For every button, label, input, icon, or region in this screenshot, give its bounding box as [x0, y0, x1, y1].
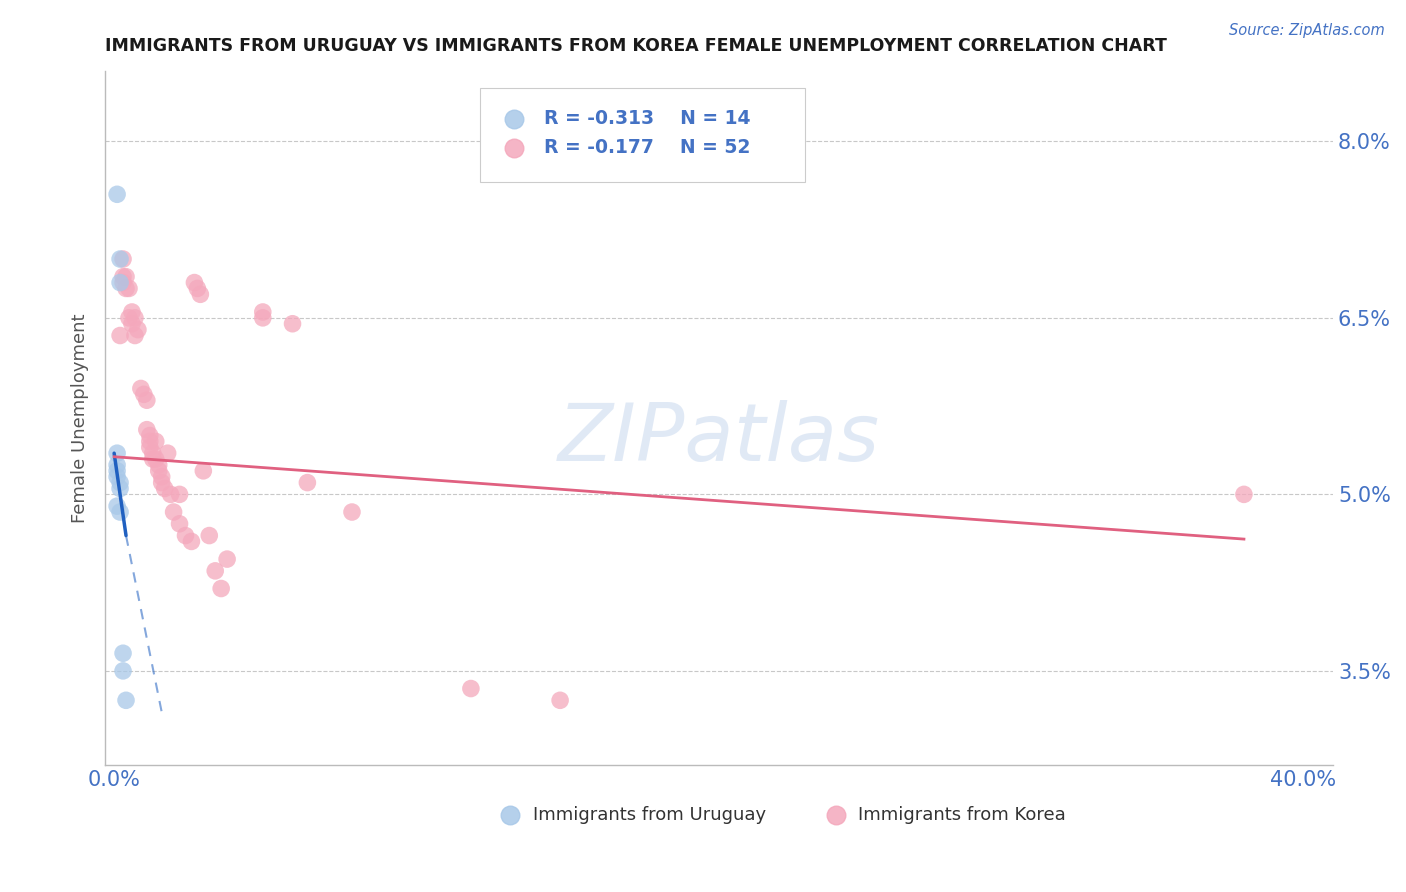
Point	[156, 446, 179, 460]
Point	[139, 434, 162, 449]
Text: Immigrants from Uruguay: Immigrants from Uruguay	[533, 806, 766, 824]
Point	[105, 469, 128, 483]
Point	[115, 693, 138, 707]
Point	[105, 187, 128, 202]
Point	[108, 475, 131, 490]
Point	[174, 528, 197, 542]
Text: Source: ZipAtlas.com: Source: ZipAtlas.com	[1229, 23, 1385, 38]
Point	[142, 446, 165, 460]
Point	[115, 281, 138, 295]
Point	[281, 317, 304, 331]
Point	[150, 469, 173, 483]
Point	[127, 323, 149, 337]
Point	[108, 482, 131, 496]
Point	[252, 305, 274, 319]
Point	[198, 528, 221, 542]
Point	[142, 452, 165, 467]
Point	[209, 582, 232, 596]
Point	[145, 434, 167, 449]
Point	[108, 276, 131, 290]
Point	[217, 552, 239, 566]
Point	[1233, 487, 1256, 501]
Point	[150, 475, 173, 490]
Point	[112, 646, 135, 660]
Point	[135, 423, 157, 437]
Text: R = -0.177    N = 52: R = -0.177 N = 52	[544, 138, 749, 157]
Point	[105, 464, 128, 478]
Point	[180, 534, 202, 549]
Point	[169, 487, 191, 501]
Point	[204, 564, 226, 578]
Point	[297, 475, 319, 490]
Point	[112, 269, 135, 284]
Point	[183, 276, 205, 290]
Point	[105, 446, 128, 460]
Point	[112, 664, 135, 678]
Text: Immigrants from Korea: Immigrants from Korea	[858, 806, 1066, 824]
Point	[118, 310, 141, 325]
Point	[124, 310, 146, 325]
Point	[105, 499, 128, 513]
Point	[162, 505, 184, 519]
Point	[145, 452, 167, 467]
Point	[169, 516, 191, 531]
Point	[139, 440, 162, 454]
Point	[193, 464, 215, 478]
Point	[159, 487, 181, 501]
Point	[108, 252, 131, 266]
Point	[112, 276, 135, 290]
Text: IMMIGRANTS FROM URUGUAY VS IMMIGRANTS FROM KOREA FEMALE UNEMPLOYMENT CORRELATION: IMMIGRANTS FROM URUGUAY VS IMMIGRANTS FR…	[105, 37, 1167, 55]
Text: R = -0.313    N = 14: R = -0.313 N = 14	[544, 109, 749, 128]
FancyBboxPatch shape	[479, 88, 806, 182]
Point	[460, 681, 482, 696]
Point	[153, 482, 176, 496]
Point	[188, 287, 211, 301]
Point	[108, 328, 131, 343]
Point	[121, 305, 143, 319]
Point	[148, 464, 170, 478]
Point	[252, 310, 274, 325]
Point	[108, 505, 131, 519]
Point	[135, 393, 157, 408]
Point	[129, 382, 152, 396]
Y-axis label: Female Unemployment: Female Unemployment	[72, 313, 89, 523]
Point	[118, 281, 141, 295]
Point	[124, 328, 146, 343]
Point	[548, 693, 571, 707]
Point	[105, 458, 128, 472]
Point	[186, 281, 208, 295]
Point	[112, 252, 135, 266]
Point	[139, 428, 162, 442]
Text: ZIPatlas: ZIPatlas	[558, 400, 880, 478]
Point	[132, 387, 155, 401]
Point	[121, 317, 143, 331]
Point	[340, 505, 363, 519]
Point	[148, 458, 170, 472]
Point	[115, 269, 138, 284]
